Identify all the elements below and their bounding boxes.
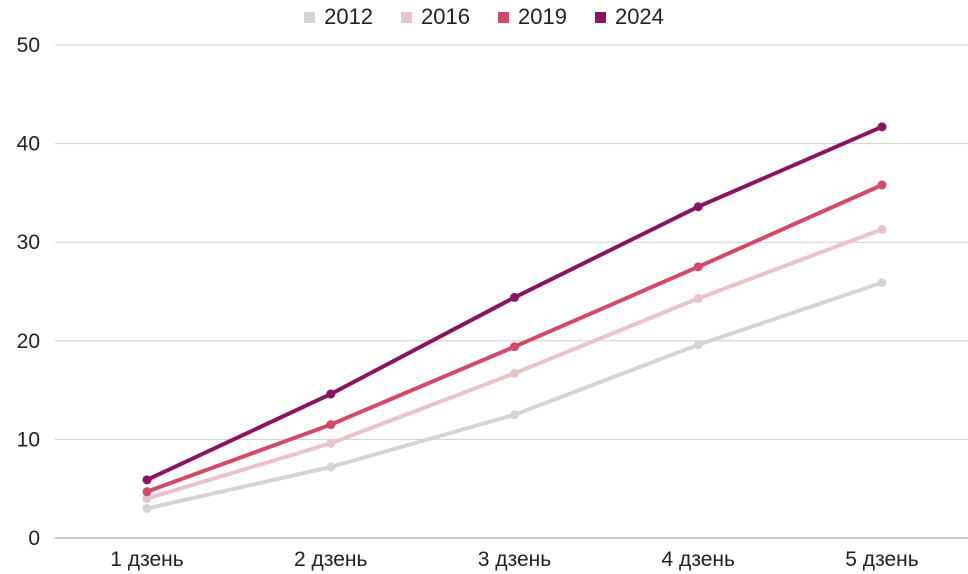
legend-swatch bbox=[498, 11, 509, 23]
y-tick-label: 0 bbox=[28, 527, 40, 550]
legend-swatch bbox=[594, 11, 606, 23]
legend-swatch bbox=[401, 11, 413, 23]
series-line-2012 bbox=[145, 280, 884, 511]
data-point-2016 bbox=[142, 494, 152, 504]
x-tick-label: 5 дзень bbox=[845, 548, 918, 571]
data-point-2012 bbox=[877, 278, 887, 288]
data-point-2024 bbox=[142, 475, 152, 485]
x-tick-label: 4 дзень bbox=[662, 548, 735, 571]
data-point-2019 bbox=[877, 180, 887, 190]
data-point-2016 bbox=[877, 224, 887, 234]
chart-legend: 2012 2016 2019 2024 bbox=[0, 4, 968, 30]
data-point-2024 bbox=[326, 389, 336, 399]
data-point-2019 bbox=[142, 487, 152, 497]
data-point-2019 bbox=[326, 420, 336, 430]
data-point-2012 bbox=[326, 462, 336, 472]
y-tick-label: 40 bbox=[17, 133, 40, 156]
legend-item-2024: 2024 bbox=[594, 4, 664, 30]
data-point-2012 bbox=[142, 503, 152, 513]
series-line-2024 bbox=[145, 124, 884, 482]
series-line-2019 bbox=[145, 183, 884, 494]
y-tick-label: 20 bbox=[17, 330, 40, 353]
data-point-2012 bbox=[510, 410, 519, 420]
legend-label: 2012 bbox=[324, 4, 374, 29]
legend-label: 2019 bbox=[518, 4, 567, 29]
x-tick-label: 1 дзень bbox=[110, 548, 183, 571]
x-tick-label: 2 дзень bbox=[294, 548, 367, 571]
data-point-2024 bbox=[510, 292, 519, 302]
legend-item-2019: 2019 bbox=[498, 4, 567, 30]
data-point-2016 bbox=[326, 438, 336, 448]
legend-label: 2024 bbox=[614, 4, 664, 29]
y-tick-label: 50 bbox=[17, 34, 40, 57]
legend-label: 2016 bbox=[421, 4, 470, 29]
data-point-2016 bbox=[510, 368, 519, 378]
legend-item-2016: 2016 bbox=[401, 4, 470, 30]
data-point-2016 bbox=[693, 293, 703, 303]
y-tick-label: 10 bbox=[17, 428, 40, 451]
data-point-2024 bbox=[693, 202, 703, 212]
legend-swatch bbox=[304, 11, 316, 23]
x-tick-label: 3 дзень bbox=[478, 548, 551, 571]
series-line-2016 bbox=[145, 227, 884, 501]
data-point-2019 bbox=[693, 262, 703, 272]
y-tick-label: 30 bbox=[17, 231, 40, 254]
data-point-2024 bbox=[877, 122, 887, 132]
legend-item-2012: 2012 bbox=[304, 4, 373, 30]
data-point-2019 bbox=[510, 342, 519, 352]
data-point-2012 bbox=[693, 340, 703, 350]
